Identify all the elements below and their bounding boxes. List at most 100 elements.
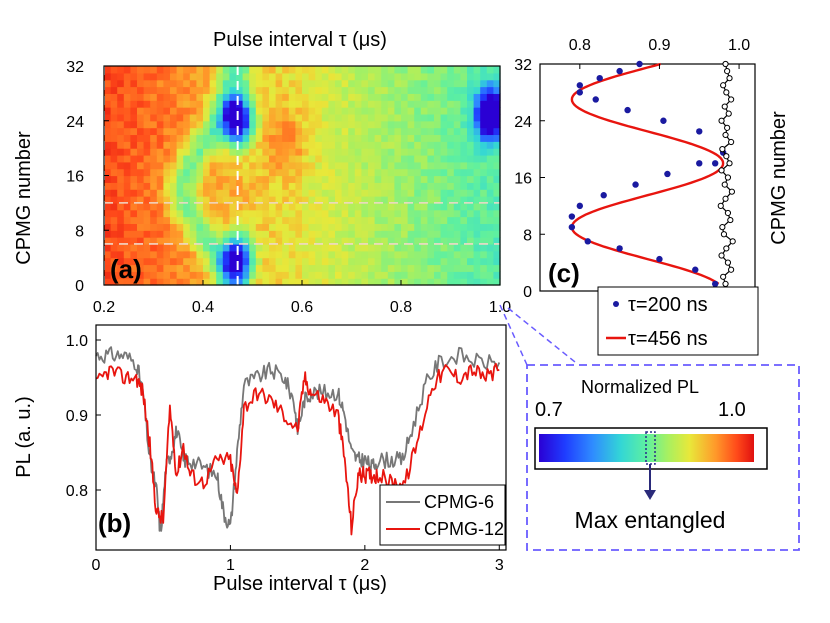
heatmap-cell (308, 113, 316, 122)
heatmap-cell (321, 202, 329, 211)
heatmap-cell (117, 189, 125, 197)
panel-c-baseline-point (721, 103, 728, 110)
heatmap-cell (123, 127, 131, 136)
heatmap-cell (130, 257, 138, 266)
panel-c-baseline-point (720, 231, 728, 238)
heatmap-cell (414, 79, 422, 88)
heatmap-cell (335, 175, 343, 183)
heatmap-cell (335, 113, 343, 122)
heatmap-cell (110, 154, 118, 163)
heatmap-cell (302, 209, 310, 218)
heatmap-cell (262, 154, 270, 163)
heatmap-cell (130, 202, 138, 211)
heatmap-cell (242, 189, 250, 197)
heatmap-cell (137, 237, 145, 245)
heatmap-cell (348, 148, 356, 156)
heatmap-cell (401, 154, 409, 163)
heatmap-cell (486, 202, 494, 211)
heatmap-cell (295, 182, 303, 190)
heatmap-cell (130, 216, 138, 224)
heatmap-cell (222, 72, 230, 81)
heatmap-cell (473, 113, 481, 122)
heatmap-cell (255, 161, 263, 170)
heatmap-cell (427, 154, 435, 163)
heatmap-cell (460, 154, 468, 163)
heatmap-cell (354, 271, 362, 279)
heatmap-cell (123, 141, 131, 149)
heatmap-cell (123, 161, 131, 170)
heatmap-cell (216, 161, 224, 170)
heatmap-cell (407, 257, 415, 266)
heatmap-cell (288, 148, 296, 156)
heatmap-cell (176, 100, 184, 108)
heatmap-cell (117, 278, 125, 286)
heatmap-cell (137, 113, 145, 122)
heatmap-cell (209, 243, 217, 252)
heatmap-cell (374, 189, 382, 197)
heatmap-cell (302, 189, 310, 197)
heatmap-cell (473, 196, 481, 204)
heatmap-cell (308, 243, 316, 252)
heatmap-cell (368, 237, 376, 245)
heatmap-cell (203, 127, 211, 136)
heatmap-cell (348, 230, 356, 238)
heatmap-cell (295, 66, 303, 74)
heatmap-cell (282, 72, 290, 81)
heatmap-cell (440, 250, 448, 259)
heatmap-cell (302, 148, 310, 156)
heatmap-cell (473, 134, 481, 142)
heatmap-cell (302, 66, 310, 74)
heatmap-cell (176, 127, 184, 136)
panel-c-baseline-point (723, 245, 730, 252)
heatmap-cell (420, 230, 428, 238)
heatmap-cell (156, 168, 164, 177)
heatmap-cell (354, 72, 362, 81)
heatmap-cell (137, 148, 145, 156)
heatmap-cell (110, 161, 118, 170)
heatmap-cell (460, 230, 468, 238)
heatmap-cell (229, 86, 237, 94)
heatmap-cell (440, 223, 448, 231)
heatmap-cell (295, 107, 303, 115)
heatmap-cell (123, 86, 131, 94)
heatmap-cell (137, 182, 145, 190)
heatmap-cell (117, 168, 125, 177)
heatmap-cell (249, 113, 257, 122)
panel-c-baseline-point (719, 224, 726, 231)
heatmap-cell (486, 154, 494, 163)
heatmap-cell (123, 257, 131, 266)
heatmap-cell (275, 100, 283, 108)
heatmap-cell (117, 196, 125, 204)
heatmap-cell (328, 175, 336, 183)
heatmap-cell (354, 100, 362, 108)
heatmap-cell (473, 257, 481, 266)
heatmap-cell (302, 257, 310, 266)
heatmap-cell (473, 271, 481, 279)
heatmap-cell (453, 250, 461, 259)
heatmap-cell (104, 86, 112, 94)
heatmap-cell (401, 93, 409, 101)
heatmap-cell (374, 134, 382, 142)
heatmap-cell (249, 161, 257, 170)
heatmap-cell (394, 182, 402, 190)
panel-c-point (636, 60, 643, 68)
heatmap-cell (453, 141, 461, 149)
colorbar-title: Normalized PL (581, 377, 699, 397)
heatmap-cell (209, 278, 217, 286)
heatmap-cell (282, 271, 290, 279)
heatmap-cell (183, 66, 191, 74)
heatmap-cell (401, 79, 409, 88)
heatmap-cell (341, 257, 349, 266)
heatmap-cell (440, 154, 448, 163)
heatmap-cell (407, 216, 415, 224)
heatmap-cell (275, 278, 283, 286)
heatmap-cell (229, 66, 237, 74)
heatmap-cell (288, 93, 296, 101)
heatmap-cell (381, 148, 389, 156)
heatmap-cell (242, 271, 250, 279)
heatmap-cell (216, 134, 224, 142)
heatmap-cell (183, 223, 191, 231)
heatmap-cell (335, 168, 343, 177)
heatmap-cell (394, 250, 402, 259)
heatmap-cell (156, 154, 164, 163)
